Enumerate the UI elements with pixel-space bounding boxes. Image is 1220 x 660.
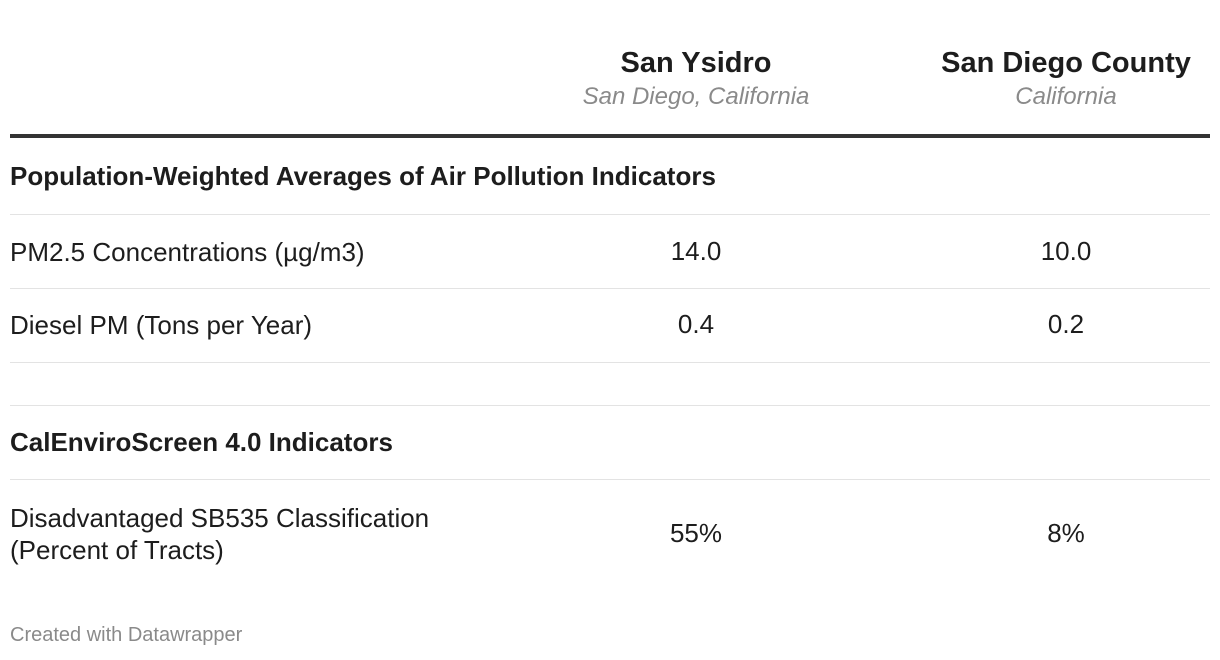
cell-value: 55% [669, 518, 723, 548]
cell-value: 0.4 [677, 309, 715, 339]
comparison-table: San Ysidro San Diego, California San Die… [10, 0, 1210, 590]
column-title: San Diego County [941, 47, 1191, 79]
row-label: Disadvantaged SB535 Classification (Perc… [10, 502, 429, 566]
cell-value: 14.0 [670, 236, 722, 266]
row-label: Diesel PM (Tons per Year) [10, 310, 313, 340]
column-header-san-diego-county: San Diego County California [910, 44, 1220, 112]
table-row-diesel-pm: Diesel PM (Tons per Year) 0.4 0.2 [10, 289, 1210, 363]
cell-value: 8% [1047, 518, 1085, 548]
spacer-row [10, 363, 1210, 406]
column-subtitle: San Diego, California [582, 83, 810, 110]
section-title: CalEnviroScreen 4.0 Indicators [10, 427, 393, 457]
row-label-line: Disadvantaged SB535 Classification [10, 503, 430, 533]
table-header: San Ysidro San Diego, California San Die… [10, 0, 1210, 138]
table-row-sb535: Disadvantaged SB535 Classification (Perc… [10, 480, 1210, 590]
section-header-row: CalEnviroScreen 4.0 Indicators [10, 406, 1210, 480]
column-subtitle: California [1015, 83, 1117, 110]
column-title: San Ysidro [620, 47, 772, 79]
section-title: Population-Weighted Averages of Air Poll… [10, 161, 716, 191]
table-row-pm25: PM2.5 Concentrations (µg/m3) 14.0 10.0 [10, 215, 1210, 289]
cell-value: 0.2 [1047, 309, 1085, 339]
credit-text: Created with Datawrapper [10, 624, 243, 646]
column-header-san-ysidro: San Ysidro San Diego, California [540, 44, 852, 112]
row-label: PM2.5 Concentrations (µg/m3) [10, 237, 365, 267]
section-header-row: Population-Weighted Averages of Air Poll… [10, 138, 1210, 215]
row-label-line: (Percent of Tracts) [10, 535, 224, 565]
cell-value: 10.0 [1040, 236, 1092, 266]
